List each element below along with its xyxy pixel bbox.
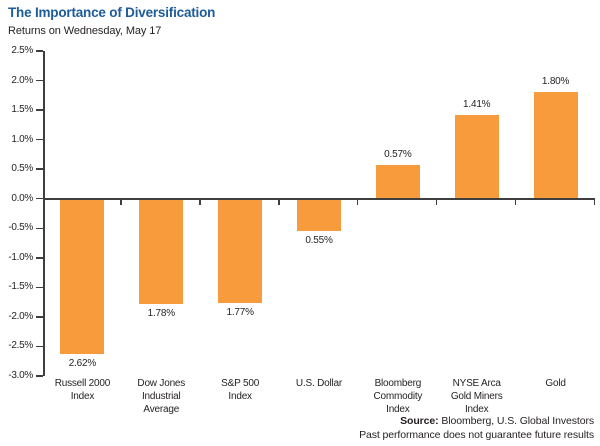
- y-axis-tick: [36, 286, 43, 289]
- category-label: S&P 500 Index: [221, 378, 260, 402]
- y-axis-tick: [36, 257, 43, 259]
- y-axis-tick: [36, 375, 43, 377]
- x-axis-tick: [278, 199, 280, 205]
- category-label: Russell 2000 Index: [54, 378, 111, 402]
- category-label: Dow Jones Industrial Average: [137, 378, 186, 415]
- y-tick-label: 2.5%: [11, 45, 33, 56]
- y-axis-tick: [36, 227, 43, 230]
- bar-value-label: 0.55%: [305, 235, 333, 247]
- category-label: U.S. Dollar: [295, 378, 343, 389]
- y-tick-label: -1.5%: [8, 281, 33, 293]
- source-text: Bloomberg, U.S. Global Investors: [438, 415, 594, 427]
- bar-s-p-500-index: [218, 199, 263, 304]
- x-axis-tick: [199, 199, 201, 205]
- bar-value-label: 1.41%: [463, 99, 491, 111]
- category-label: NYSE Arca Gold Miners Index: [450, 378, 503, 415]
- bar-bloomberg-commodity-index: [375, 165, 420, 198]
- bar-nyse-arca-gold-miners-index: [454, 115, 499, 198]
- bar-gold: [533, 92, 578, 198]
- chart-subtitle: Returns on Wednesday, May 17: [8, 25, 162, 37]
- y-tick-label: -3.0%: [8, 370, 33, 381]
- y-axis-tick: [36, 138, 43, 141]
- category-label: Bloomberg Commodity Index: [373, 378, 423, 415]
- bar-value-label: 0.57%: [384, 149, 412, 161]
- bar-russell-2000-index: [60, 199, 105, 354]
- x-axis-tick: [514, 199, 517, 205]
- bar-value-label: 2.62%: [68, 357, 97, 369]
- y-tick-label: -0.5%: [8, 222, 33, 234]
- y-axis-tick: [36, 50, 43, 52]
- category-label: Gold: [545, 378, 566, 389]
- x-axis-tick: [593, 199, 595, 205]
- bar-u-s-dollar: [297, 199, 341, 232]
- y-axis-tick: [36, 197, 43, 200]
- y-tick-label: -2.5%: [8, 340, 33, 352]
- y-tick-label: 0.0%: [11, 192, 33, 204]
- x-axis-tick: [356, 199, 359, 205]
- bar-value-label: 1.80%: [541, 76, 570, 88]
- y-axis-tick: [36, 109, 43, 111]
- y-axis-line: [43, 51, 45, 376]
- zero-baseline: [43, 197, 595, 200]
- chart-title: The Importance of Diversification: [8, 5, 216, 20]
- x-axis-tick: [435, 199, 438, 205]
- x-axis-tick: [120, 199, 122, 205]
- y-tick-label: 2.0%: [11, 74, 33, 86]
- y-axis-tick: [36, 79, 43, 82]
- y-axis-tick: [36, 168, 43, 170]
- y-tick-label: 1.5%: [11, 104, 33, 116]
- bar-value-label: 1.77%: [226, 307, 254, 319]
- bar-dow-jones-industrial-average: [139, 199, 184, 304]
- y-tick-label: 0.5%: [11, 163, 33, 175]
- source-label: Source:: [400, 415, 439, 427]
- y-tick-label: -2.0%: [8, 310, 33, 322]
- chart-footer: Source: Bloomberg, U.S. Global Investors…: [174, 414, 594, 442]
- y-tick-label: -1.0%: [8, 251, 33, 263]
- bar-value-label: 1.78%: [147, 307, 176, 319]
- y-axis-tick: [36, 316, 43, 318]
- disclaimer-text: Past performance does not guarantee futu…: [359, 429, 594, 441]
- y-tick-label: 1.0%: [11, 133, 33, 145]
- y-axis-tick: [36, 345, 43, 348]
